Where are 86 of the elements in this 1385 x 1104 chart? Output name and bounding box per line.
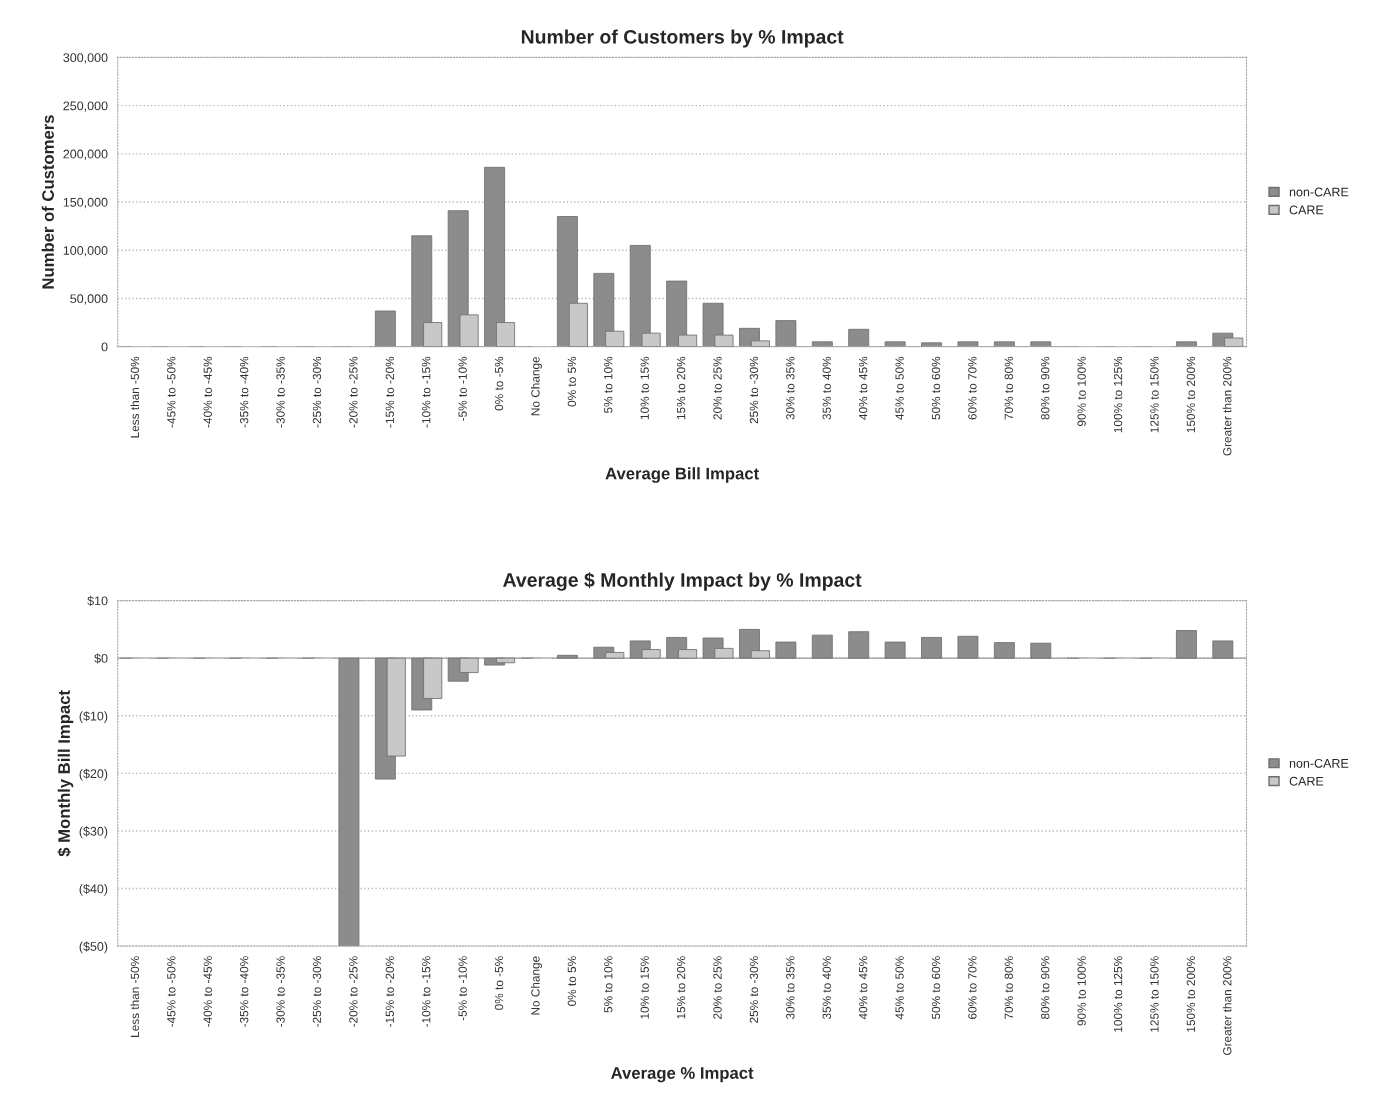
y-axis-title: Number of Customers [41,115,54,289]
x-tick-label: -20% to -25% [349,356,358,428]
y-tick-label: 100,000 [63,246,108,257]
x-tick-label: -10% to -15% [422,356,431,428]
x-tick-label: 25% to -30% [749,356,759,424]
x-tick-label: No Change [530,956,542,1015]
y-tick-label: 150,000 [63,197,108,209]
y-tick-label: $10 [87,595,108,606]
y-tick-label: ($50) [79,941,108,954]
x-tick-label: 5% to 10% [604,956,613,1013]
chart-title: Number of Customers by % Impact [521,29,844,48]
x-tick-label: Less than -50% [130,356,140,438]
x-tick-label: 0% to 5% [567,956,577,1006]
y-tick-label: 300,000 [63,53,108,64]
x-tick-label: 10% to 15% [640,956,649,1019]
x-tick-label: 35% to 40% [822,956,831,1020]
x-tick-label: -45% to -50% [167,356,176,428]
y-tick-label: 200,000 [63,149,108,160]
x-tick-label: 40% to 45% [858,356,868,420]
y-axis-title: $ Monthly Bill Impact [57,690,74,857]
x-tick-label: 100% to 125% [1113,956,1123,1032]
x-tick-label: -15% to -20% [385,956,394,1027]
x-tick-label: -40% to -45% [203,356,212,428]
x-tick-label: Greater than 200% [1222,956,1232,1055]
x-tick-label: 60% to 70% [968,956,977,1019]
x-tick-label: -10% to -15% [422,956,431,1027]
x-tick-label: 0% to 5% [567,356,577,407]
x-tick-label: -20% to -25% [349,956,358,1027]
x-tick-label: -25% to -30% [312,356,322,428]
y-tick-label: ($40) [79,883,108,896]
legend-label: CARE [1289,776,1324,786]
x-tick-label: 100% to 125% [1113,356,1123,433]
x-tick-label: -25% to -30% [312,956,322,1027]
y-tick-label: 250,000 [63,101,108,112]
x-axis-title: Average Bill Impact [605,467,759,483]
y-tick-label: 50,000 [70,294,108,305]
x-tick-label: 15% to 20% [676,356,686,420]
x-tick-label: 150% to 200% [1186,356,1196,433]
x-tick-label: 90% to 100% [1077,956,1086,1026]
x-tick-label: 20% to 25% [713,356,722,420]
x-tick-label: -5% to -10% [458,356,467,421]
x-tick-label: 90% to 100% [1077,356,1086,427]
x-tick-label: 125% to 150% [1150,356,1159,433]
x-tick-label: 15% to 20% [676,956,686,1019]
x-tick-label: 70% to 80% [1004,356,1013,420]
x-tick-label: Greater than 200% [1222,356,1232,456]
x-tick-label: 60% to 70% [968,356,977,420]
x-tick-label: -30% to -35% [276,956,285,1027]
x-tick-label: 0% to -5% [494,956,504,1010]
x-tick-label: -35% to -40% [239,356,249,428]
x-tick-label: Less than -50% [130,956,140,1037]
y-tick-label: 0 [101,342,108,352]
x-tick-label: 45% to 50% [895,356,904,420]
x-tick-label: 125% to 150% [1150,956,1159,1032]
x-tick-label: No Change [530,356,542,416]
x-tick-label: 20% to 25% [713,956,722,1019]
x-tick-label: -5% to -10% [458,956,467,1021]
x-tick-label: 45% to 50% [895,956,904,1020]
x-tick-label: 150% to 200% [1186,956,1196,1032]
y-tick-label: ($10) [79,711,108,723]
x-tick-label: 10% to 15% [640,356,649,420]
x-tick-label: 40% to 45% [858,956,868,1020]
x-tick-label: -30% to -35% [276,356,285,428]
x-tick-label: -15% to -20% [385,356,394,428]
chart-title: Average $ Monthly Impact by % Impact [503,572,862,591]
legend-label: non-CARE [1289,187,1349,197]
legend-label: CARE [1289,205,1324,215]
x-tick-label: 80% to 90% [1041,356,1050,420]
x-tick-label: 30% to 35% [786,956,795,1020]
y-tick-label: ($30) [79,826,108,839]
x-tick-label: 35% to 40% [822,356,831,420]
x-tick-label: 80% to 90% [1041,956,1050,1019]
x-tick-label: 70% to 80% [1004,956,1013,1019]
legend-label: non-CARE [1289,758,1349,768]
x-axis-title: Average % Impact [611,1067,754,1083]
x-tick-label: 25% to -30% [749,956,759,1023]
x-tick-label: -45% to -50% [167,956,176,1027]
y-tick-label: ($20) [79,768,108,781]
x-tick-label: 0% to -5% [494,356,504,411]
x-tick-label: -40% to -45% [203,956,212,1027]
y-tick-label: $0 [94,653,108,664]
x-tick-label: -35% to -40% [239,956,249,1027]
x-tick-label: 30% to 35% [786,356,795,420]
x-tick-label: 50% to 60% [931,956,941,1020]
x-tick-label: 50% to 60% [931,356,941,420]
x-tick-label: 5% to 10% [604,356,613,413]
